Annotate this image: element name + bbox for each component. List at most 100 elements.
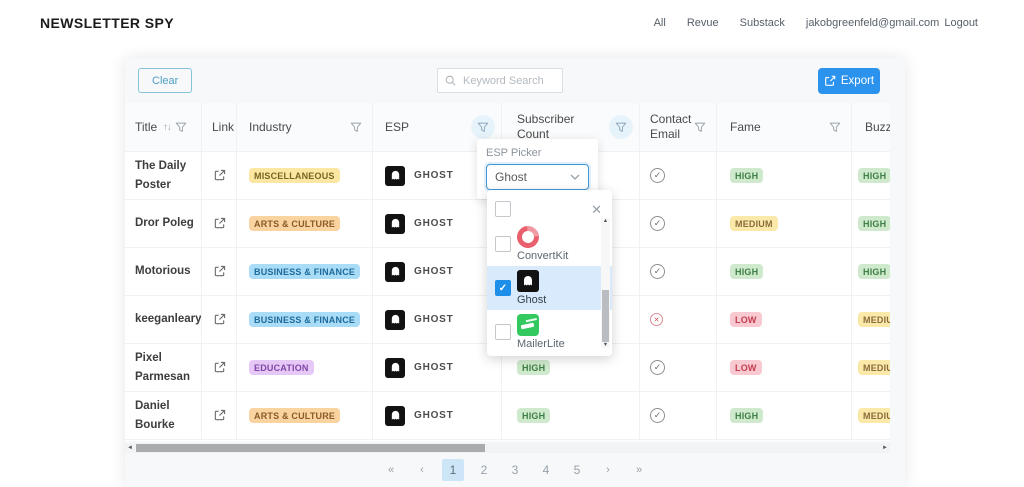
buzz-badge: MEDIUM xyxy=(858,312,890,327)
buzz-badge: MEDIUM xyxy=(858,360,890,375)
nav-item-all[interactable]: All xyxy=(653,17,666,29)
esp-picker-select[interactable]: Ghost xyxy=(486,164,589,190)
fame-badge: HIGH xyxy=(730,408,764,423)
esp-filter-popup: ESP Picker Ghost xyxy=(477,139,598,199)
horizontal-scrollbar[interactable]: ◄ ► xyxy=(125,443,890,453)
logout-link[interactable]: Logout xyxy=(944,17,978,29)
esp-option-mailerlite[interactable]: MailerLite xyxy=(487,310,612,354)
mailerlite-logo xyxy=(517,314,539,336)
scroll-right-arrow-icon[interactable]: ► xyxy=(882,445,888,451)
email-status-icon xyxy=(650,264,665,279)
ghost-logo xyxy=(385,309,405,330)
esp-option-ghost[interactable]: Ghost xyxy=(487,266,612,310)
buzz-badge: HIGH xyxy=(858,264,890,279)
nav-item-substack[interactable]: Substack xyxy=(739,17,785,29)
nav-item-revue[interactable]: Revue xyxy=(686,17,719,29)
pagination-page-2[interactable]: 2 xyxy=(480,463,488,477)
link-cell xyxy=(202,152,237,199)
pagination: « ‹ 1 2 3 4 5 › » xyxy=(125,458,905,482)
newsletter-title: Pixel Parmesan xyxy=(125,344,202,391)
horizontal-scrollbar-thumb[interactable] xyxy=(136,444,485,452)
column-header-title: Title xyxy=(125,103,202,151)
pagination-last[interactable]: » xyxy=(635,464,643,476)
pagination-page-4[interactable]: 4 xyxy=(542,463,550,477)
external-link-icon[interactable] xyxy=(213,265,226,278)
filter-icon-fame[interactable] xyxy=(829,121,841,133)
dropdown-scrollbar[interactable]: ▲ ▼ xyxy=(601,218,610,348)
table-row: Daniel Bourke ARTS & CULTURE GHOST HIGH … xyxy=(125,392,890,440)
dropdown-scrollbar-thumb[interactable] xyxy=(602,290,609,342)
select-all-checkbox[interactable] xyxy=(495,201,511,217)
external-link-icon[interactable] xyxy=(213,409,226,422)
pagination-page-5[interactable]: 5 xyxy=(573,463,581,477)
scroll-up-arrow-icon[interactable]: ▲ xyxy=(602,218,609,224)
export-label: Export xyxy=(840,75,875,87)
esp-name: GHOST xyxy=(414,170,454,181)
esp-name: GHOST xyxy=(414,314,454,325)
newsletter-title: The Daily Poster xyxy=(125,152,202,199)
search-input[interactable] xyxy=(461,73,555,88)
clear-button[interactable]: Clear xyxy=(138,68,193,93)
keyword-search xyxy=(437,68,563,93)
column-header-subscriber-count: Subscriber Count xyxy=(502,103,640,151)
fame-badge: MEDIUM xyxy=(730,216,778,231)
industry-badge: MISCELLANEOUS xyxy=(249,168,340,183)
esp-option-partial[interactable] xyxy=(487,354,612,356)
subscriber-badge: HIGH xyxy=(517,408,551,423)
column-header-fame: Fame xyxy=(717,103,852,151)
export-button[interactable]: Export xyxy=(818,68,880,94)
column-header-buzz: Buzz xyxy=(865,119,890,134)
dropdown-header: ✕ xyxy=(487,190,612,222)
esp-option-convertkit[interactable]: ConvertKit xyxy=(487,221,612,266)
ghost-logo xyxy=(517,270,539,292)
scroll-left-arrow-icon[interactable]: ◄ xyxy=(127,445,133,451)
pagination-next[interactable]: › xyxy=(606,464,610,476)
external-link-icon[interactable] xyxy=(213,169,226,182)
ghost-logo xyxy=(385,261,405,282)
newsletter-title: Daniel Bourke xyxy=(125,392,202,439)
column-header-industry: Industry xyxy=(237,103,373,151)
ghost-logo xyxy=(385,405,405,426)
filter-icon-esp[interactable] xyxy=(471,115,495,139)
sort-icon[interactable] xyxy=(163,122,171,133)
esp-options-dropdown: ✕ ConvertKit Ghost MailerLite ▲ ▼ xyxy=(487,190,612,356)
email-status-icon xyxy=(650,360,665,375)
newsletter-title: Motorious xyxy=(125,248,202,295)
pagination-page-3[interactable]: 3 xyxy=(511,463,519,477)
filter-icon-industry[interactable] xyxy=(350,121,362,133)
fame-badge: LOW xyxy=(730,312,762,327)
filter-icon-subscriber-count[interactable] xyxy=(609,115,633,139)
top-bar: NEWSLETTER SPY All Revue Substack jakobg… xyxy=(0,0,1024,46)
ghost-logo xyxy=(385,213,405,234)
link-cell xyxy=(202,200,237,247)
close-icon[interactable]: ✕ xyxy=(591,201,602,217)
email-status-icon xyxy=(650,216,665,231)
industry-badge: ARTS & CULTURE xyxy=(249,216,341,231)
external-link-icon[interactable] xyxy=(213,313,226,326)
checkbox[interactable] xyxy=(495,236,511,252)
convertkit-logo xyxy=(512,221,544,253)
pagination-page-1[interactable]: 1 xyxy=(442,459,464,481)
app-title: NEWSLETTER SPY xyxy=(40,15,174,31)
filter-icon-title[interactable] xyxy=(175,121,187,133)
account-area: jakobgreenfeld@gmail.com Logout xyxy=(806,17,978,29)
fame-badge: HIGH xyxy=(730,264,764,279)
search-icon xyxy=(445,75,456,86)
external-link-icon[interactable] xyxy=(213,361,226,374)
esp-name: GHOST xyxy=(414,362,454,373)
checkbox[interactable] xyxy=(495,324,511,340)
scroll-down-arrow-icon[interactable]: ▼ xyxy=(602,342,609,348)
esp-name: GHOST xyxy=(414,218,454,229)
pagination-first[interactable]: « xyxy=(387,464,395,476)
esp-name: GHOST xyxy=(414,410,454,421)
buzz-badge: MEDIUM xyxy=(858,408,890,423)
buzz-badge: HIGH xyxy=(858,168,890,183)
link-cell xyxy=(202,344,237,391)
buzz-badge: HIGH xyxy=(858,216,890,231)
filter-icon-contact-email[interactable] xyxy=(694,121,706,133)
checkbox[interactable] xyxy=(495,280,511,296)
external-link-icon[interactable] xyxy=(213,217,226,230)
subscriber-badge: HIGH xyxy=(517,360,551,375)
table-row: Pixel Parmesan EDUCATION GHOST HIGH LOW … xyxy=(125,344,890,392)
pagination-prev[interactable]: ‹ xyxy=(420,464,424,476)
